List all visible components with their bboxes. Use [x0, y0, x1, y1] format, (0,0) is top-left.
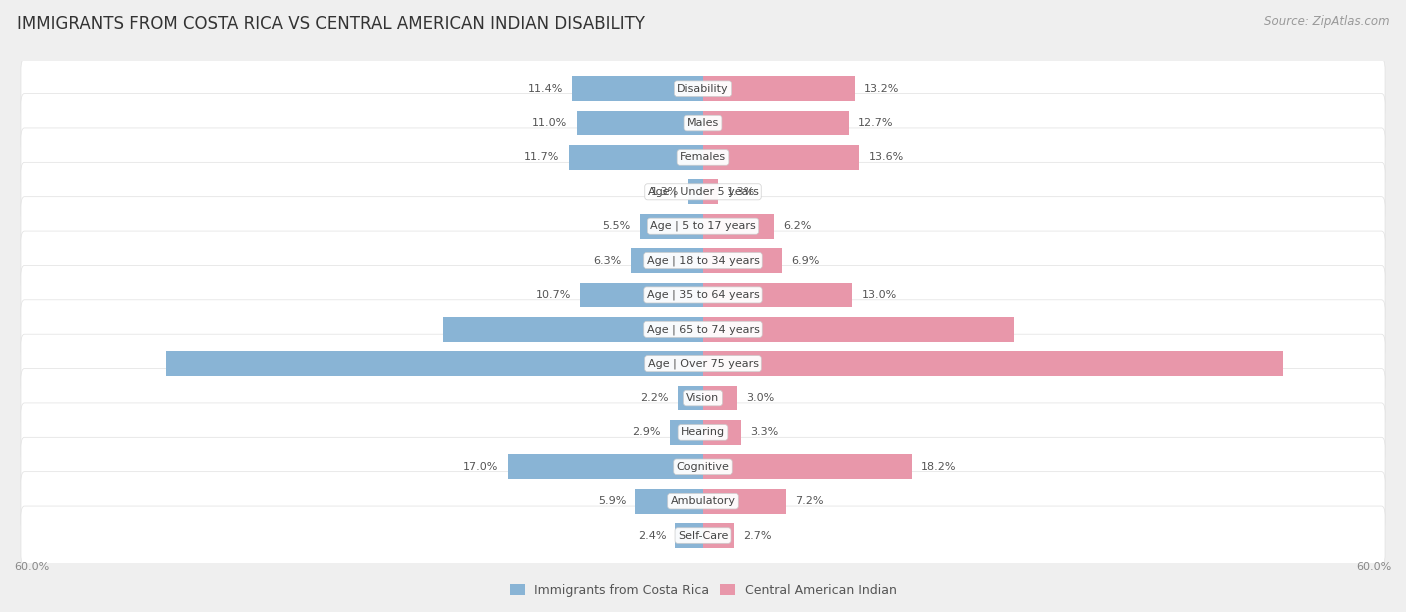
Text: Disability: Disability	[678, 84, 728, 94]
Bar	[703, 214, 775, 239]
Text: Age | 35 to 64 years: Age | 35 to 64 years	[647, 289, 759, 300]
Bar	[669, 420, 703, 445]
Bar	[703, 523, 734, 548]
Text: 17.0%: 17.0%	[463, 462, 499, 472]
Text: 10.7%: 10.7%	[536, 290, 571, 300]
FancyBboxPatch shape	[21, 231, 1385, 290]
FancyBboxPatch shape	[21, 472, 1385, 531]
FancyBboxPatch shape	[21, 300, 1385, 359]
Text: Age | 5 to 17 years: Age | 5 to 17 years	[650, 221, 756, 231]
Text: 13.0%: 13.0%	[862, 290, 897, 300]
Text: Age | Under 5 years: Age | Under 5 years	[648, 187, 758, 197]
FancyBboxPatch shape	[21, 128, 1385, 187]
FancyBboxPatch shape	[21, 506, 1385, 565]
Bar	[678, 386, 703, 411]
Text: Hearing: Hearing	[681, 427, 725, 438]
Text: Age | 18 to 34 years: Age | 18 to 34 years	[647, 255, 759, 266]
FancyBboxPatch shape	[21, 94, 1385, 152]
Text: 2.7%: 2.7%	[744, 531, 772, 540]
FancyBboxPatch shape	[21, 59, 1385, 118]
Bar	[703, 248, 782, 273]
Text: 1.3%: 1.3%	[651, 187, 679, 197]
Text: 3.0%: 3.0%	[747, 393, 775, 403]
Bar	[703, 145, 859, 170]
Text: 12.7%: 12.7%	[858, 118, 893, 128]
FancyBboxPatch shape	[21, 196, 1385, 256]
Text: Age | 65 to 74 years: Age | 65 to 74 years	[647, 324, 759, 335]
Text: Males: Males	[688, 118, 718, 128]
Text: 6.9%: 6.9%	[792, 256, 820, 266]
FancyBboxPatch shape	[21, 403, 1385, 462]
Bar	[166, 351, 703, 376]
Bar	[703, 283, 852, 307]
Bar	[640, 214, 703, 239]
Text: 2.4%: 2.4%	[638, 531, 666, 540]
Bar	[703, 489, 786, 513]
FancyBboxPatch shape	[21, 368, 1385, 428]
Text: Vision: Vision	[686, 393, 720, 403]
Text: 27.1%: 27.1%	[1331, 324, 1369, 334]
Text: 5.5%: 5.5%	[602, 221, 631, 231]
FancyBboxPatch shape	[21, 334, 1385, 393]
Text: 50.5%: 50.5%	[1331, 359, 1369, 368]
Text: Cognitive: Cognitive	[676, 462, 730, 472]
FancyBboxPatch shape	[21, 162, 1385, 222]
Text: 60.0%: 60.0%	[1357, 562, 1392, 572]
Bar	[703, 317, 1014, 341]
Text: 1.3%: 1.3%	[727, 187, 755, 197]
Text: 11.4%: 11.4%	[527, 84, 562, 94]
Text: 22.6%: 22.6%	[37, 324, 75, 334]
Bar	[703, 386, 738, 411]
Bar	[688, 179, 703, 204]
Bar	[703, 455, 912, 479]
Bar	[508, 455, 703, 479]
Bar	[675, 523, 703, 548]
Bar	[703, 179, 718, 204]
Text: 3.3%: 3.3%	[749, 427, 779, 438]
Text: 46.8%: 46.8%	[37, 359, 75, 368]
Bar	[572, 76, 703, 101]
Text: Self-Care: Self-Care	[678, 531, 728, 540]
Text: 7.2%: 7.2%	[794, 496, 824, 506]
FancyBboxPatch shape	[21, 438, 1385, 496]
Bar	[703, 111, 849, 135]
Text: 2.2%: 2.2%	[640, 393, 669, 403]
Bar	[636, 489, 703, 513]
Text: 11.7%: 11.7%	[524, 152, 560, 162]
Text: 6.2%: 6.2%	[783, 221, 811, 231]
Text: IMMIGRANTS FROM COSTA RICA VS CENTRAL AMERICAN INDIAN DISABILITY: IMMIGRANTS FROM COSTA RICA VS CENTRAL AM…	[17, 15, 645, 33]
Text: 5.9%: 5.9%	[598, 496, 626, 506]
Text: Ambulatory: Ambulatory	[671, 496, 735, 506]
Bar	[703, 351, 1282, 376]
Bar	[576, 111, 703, 135]
Text: 18.2%: 18.2%	[921, 462, 956, 472]
Bar	[703, 420, 741, 445]
Text: Age | Over 75 years: Age | Over 75 years	[648, 359, 758, 369]
Text: 60.0%: 60.0%	[14, 562, 49, 572]
Bar	[581, 283, 703, 307]
Text: 2.9%: 2.9%	[633, 427, 661, 438]
Legend: Immigrants from Costa Rica, Central American Indian: Immigrants from Costa Rica, Central Amer…	[509, 584, 897, 597]
Text: 6.3%: 6.3%	[593, 256, 621, 266]
FancyBboxPatch shape	[21, 266, 1385, 324]
Bar	[631, 248, 703, 273]
Text: 13.6%: 13.6%	[869, 152, 904, 162]
Text: Source: ZipAtlas.com: Source: ZipAtlas.com	[1264, 15, 1389, 28]
Text: 11.0%: 11.0%	[533, 118, 568, 128]
Text: Females: Females	[681, 152, 725, 162]
Bar	[443, 317, 703, 341]
Text: 13.2%: 13.2%	[863, 84, 898, 94]
Bar	[568, 145, 703, 170]
Bar	[703, 76, 855, 101]
